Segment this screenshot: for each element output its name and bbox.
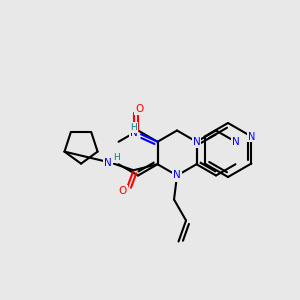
Text: N: N <box>232 137 239 147</box>
Text: H: H <box>113 153 120 162</box>
Text: N: N <box>173 170 181 181</box>
Text: H: H <box>130 123 137 132</box>
Text: N: N <box>130 128 137 138</box>
Text: N: N <box>248 131 255 142</box>
Text: O: O <box>118 186 127 196</box>
Text: N: N <box>104 158 112 168</box>
Text: N: N <box>193 137 200 147</box>
Text: O: O <box>135 103 144 114</box>
